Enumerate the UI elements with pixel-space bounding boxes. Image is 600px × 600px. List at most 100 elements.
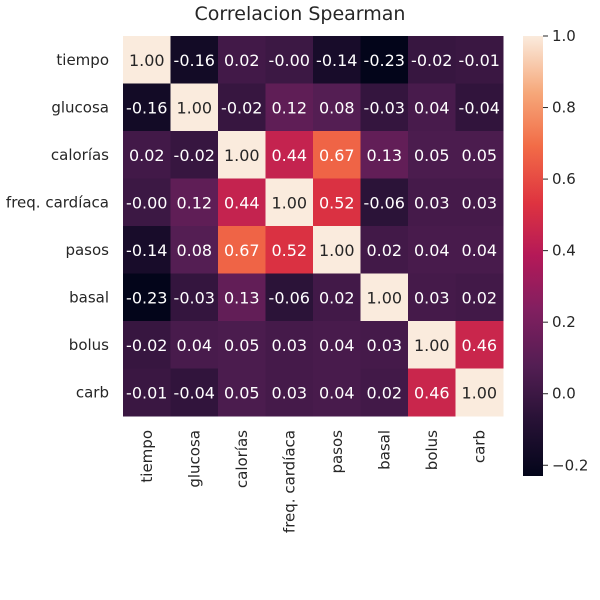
row-label-0: tiempo: [56, 51, 109, 69]
heatmap-cell-2-1: [170, 131, 219, 179]
cell-value-label-5-0: -0.23: [126, 288, 167, 307]
heatmap-cell-7-6: [408, 368, 456, 417]
heatmap-cell-5-4: [313, 273, 361, 322]
cell-value-label-4-1: 0.08: [176, 241, 212, 260]
heatmap-cell-3-4: [313, 178, 361, 227]
heatmap-cell-7-1: [170, 368, 219, 417]
heatmap-cell-3-6: [408, 178, 456, 227]
heatmap-cell-5-7: [455, 273, 504, 322]
heatmap-cell-4-5: [360, 226, 409, 274]
cell-value-label-6-5: 0.03: [366, 336, 402, 355]
chart-title: Correlacion Spearman: [195, 3, 406, 25]
heatmap-cell-3-2: [218, 178, 266, 227]
heatmap-cell-0-6: [408, 36, 456, 84]
cell-value-label-6-6: 1.00: [414, 336, 450, 355]
row-label-3: freq. cardíaca: [6, 193, 109, 211]
heatmap-cell-4-7: [455, 226, 504, 274]
column-label-3: freq. cardíaca: [280, 430, 298, 533]
colorbar-ticks: −0.2 0.0 0.2 0.4 0.6 0.8 1.0: [543, 27, 588, 474]
heatmap-cell-2-7: [455, 131, 504, 179]
heatmap-cell-3-1: [170, 178, 219, 227]
heatmap-cell-2-2: [218, 131, 266, 179]
cell-value-label-7-1: -0.04: [174, 383, 215, 402]
heatmap-cell-2-4: [313, 131, 361, 179]
cell-value-label-1-7: -0.04: [459, 98, 500, 117]
cell-value-label-2-0: 0.02: [129, 146, 165, 165]
heatmap-cell-6-4: [313, 321, 361, 369]
column-label-7: carb: [470, 430, 488, 463]
cell-value-label-3-0: -0.00: [126, 193, 167, 212]
heatmap-cell-0-4: [313, 36, 361, 84]
colorbar-tick-label-3: 0.4: [552, 242, 576, 260]
cell-value-label-2-2: 1.00: [224, 146, 260, 165]
heatmap-cell-3-0: [123, 178, 171, 227]
heatmap-cell-3-3: [265, 178, 314, 227]
heatmap-cell-5-3: [265, 273, 314, 322]
cell-value-label-4-2: 0.67: [224, 241, 260, 260]
cell-value-label-0-4: -0.14: [316, 51, 357, 70]
cell-value-label-2-6: 0.05: [414, 146, 450, 165]
heatmap-cell-2-6: [408, 131, 456, 179]
heatmap-cell-4-0: [123, 226, 171, 274]
cell-value-label-5-1: -0.03: [174, 288, 215, 307]
heatmap-cell-5-1: [170, 273, 219, 322]
heatmap-cell-2-0: [123, 131, 171, 179]
heatmap-cell-5-2: [218, 273, 266, 322]
cell-value-label-0-2: 0.02: [224, 51, 260, 70]
heatmap-cell-7-4: [313, 368, 361, 417]
colorbar-tick-label-1: 0.0: [552, 385, 576, 403]
heatmap-cell-5-0: [123, 273, 171, 322]
cell-value-label-1-0: -0.16: [126, 98, 167, 117]
column-label-5: basal: [375, 430, 393, 470]
cell-value-label-3-6: 0.03: [414, 193, 450, 212]
heatmap-cell-6-3: [265, 321, 314, 369]
heatmap-cell-6-7: [455, 321, 504, 369]
heatmap-cell-0-2: [218, 36, 266, 84]
row-label-1: glucosa: [51, 98, 109, 116]
cell-value-label-3-4: 0.52: [319, 193, 355, 212]
cell-value-label-3-7: 0.03: [461, 193, 497, 212]
cell-value-label-7-2: 0.05: [224, 383, 260, 402]
cell-value-label-5-2: 0.13: [224, 288, 260, 307]
cell-value-label-3-5: -0.06: [364, 193, 405, 212]
heatmap-cell-1-1: [170, 83, 219, 132]
colorbar-tick-label-0: −0.2: [552, 456, 588, 474]
heatmap-cell-1-0: [123, 83, 171, 132]
cell-value-label-2-7: 0.05: [461, 146, 497, 165]
cell-value-label-3-3: 1.00: [271, 193, 307, 212]
cell-value-label-7-3: 0.03: [271, 383, 307, 402]
cell-value-label-0-6: -0.02: [411, 51, 452, 70]
heatmap-cells: 1.00 -0.16 0.02 -0.00 -0.14 -0.23 -0.02 -0.01 -0…: [123, 36, 504, 417]
row-label-6: bolus: [69, 336, 109, 354]
cell-value-label-4-3: 0.52: [271, 241, 307, 260]
cell-value-label-4-4: 1.00: [319, 241, 355, 260]
cell-value-label-1-3: 0.12: [271, 98, 307, 117]
heatmap-cell-6-2: [218, 321, 266, 369]
heatmap-cell-6-5: [360, 321, 409, 369]
colorbar-tick-label-2: 0.2: [552, 313, 576, 331]
cell-value-label-5-6: 0.03: [414, 288, 450, 307]
cell-value-label-6-2: 0.05: [224, 336, 260, 355]
heatmap-cell-1-3: [265, 83, 314, 132]
cell-value-label-1-2: -0.02: [221, 98, 262, 117]
heatmap-cell-0-5: [360, 36, 409, 84]
heatmap-cell-4-2: [218, 226, 266, 274]
column-labels: tiempo glucosa calorías freq. cardíaca pasos…: [138, 430, 489, 533]
cell-value-label-7-4: 0.04: [319, 383, 355, 402]
heatmap-cell-4-3: [265, 226, 314, 274]
colorbar-tick-label-4: 0.6: [552, 170, 576, 188]
heatmap-cell-5-6: [408, 273, 456, 322]
heatmap-cell-4-6: [408, 226, 456, 274]
cell-value-label-7-0: -0.01: [126, 383, 167, 402]
heatmap-cell-3-7: [455, 178, 504, 227]
heatmap-cell-0-0: [123, 36, 171, 84]
cell-value-label-3-1: 0.12: [176, 193, 212, 212]
heatmap-cell-1-2: [218, 83, 266, 132]
cell-value-label-4-6: 0.04: [414, 241, 450, 260]
colorbar: [523, 36, 543, 476]
row-labels: tiempo glucosa calorías freq. cardíaca pasos…: [6, 51, 109, 402]
cell-value-label-2-1: -0.02: [174, 146, 215, 165]
cell-value-label-0-1: -0.16: [174, 51, 215, 70]
heatmap-cell-2-3: [265, 131, 314, 179]
